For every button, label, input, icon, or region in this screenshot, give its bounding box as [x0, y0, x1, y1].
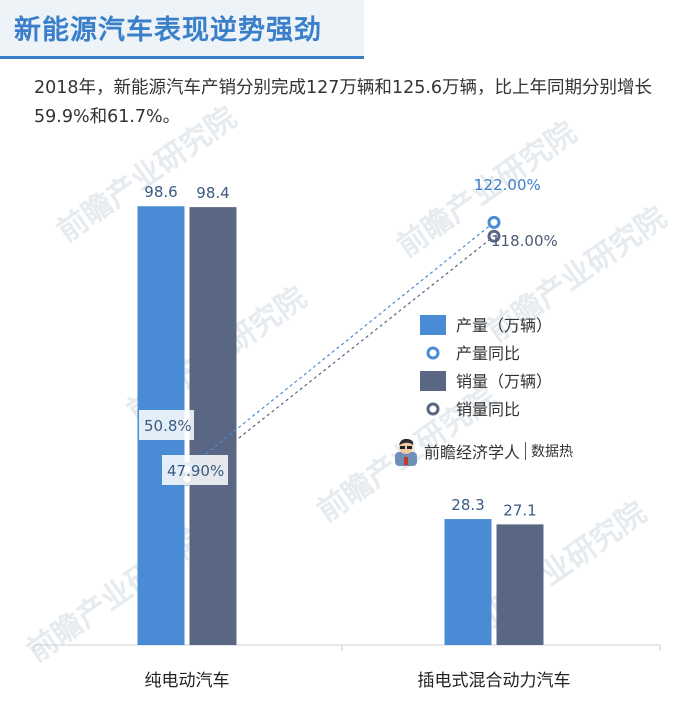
legend-marker: [426, 402, 440, 416]
data-label-production: 98.6: [144, 183, 177, 201]
label-bg: [162, 455, 228, 485]
legend-label: 销量（万辆）: [456, 372, 552, 391]
header-underline: [0, 56, 364, 59]
data-label-sales-rate: 47.90%: [167, 462, 224, 480]
x-tick-label: 插电式混合动力汽车: [418, 671, 571, 691]
legend-marker: [426, 346, 440, 360]
bar-sales: [496, 524, 544, 645]
point-production-rate: [487, 215, 501, 229]
data-label-sales: 27.1: [503, 501, 536, 519]
x-tick-label: 纯电动汽车: [145, 671, 230, 691]
legend-label: 产量（万辆）: [456, 316, 552, 335]
data-label-sales-rate: 118.00%: [491, 232, 558, 250]
page-title: 新能源汽车表现逆势强劲: [14, 15, 322, 46]
chart-description: 2018年，新能源汽车产销分别完成127万辆和125.6万辆，比上年同期分别增长…: [34, 78, 653, 127]
header-box: [0, 0, 364, 56]
brand-sub: 数据热: [531, 444, 574, 460]
brand-name: 前瞻经济学人: [424, 443, 521, 462]
legend-swatch: [420, 371, 446, 391]
data-label-production-rate: 122.00%: [474, 176, 541, 194]
bar-production: [444, 519, 492, 645]
data-label-production: 28.3: [451, 496, 484, 514]
point-sales-rate: [487, 229, 501, 243]
brand-separator: [525, 442, 527, 460]
legend-label: 产量同比: [456, 344, 520, 363]
data-label-sales: 98.4: [196, 184, 229, 202]
data-label-production-rate: 50.8%: [144, 417, 192, 435]
line-sales-rate: [186, 235, 495, 480]
economist-avatar-icon: [395, 438, 417, 466]
brand-badge: 前瞻经济学人 数据热: [392, 436, 573, 466]
legend-label: 销量同比: [456, 400, 520, 419]
bar-sales: [189, 207, 237, 645]
legend-swatch: [420, 315, 446, 335]
label-bg: [139, 410, 194, 440]
